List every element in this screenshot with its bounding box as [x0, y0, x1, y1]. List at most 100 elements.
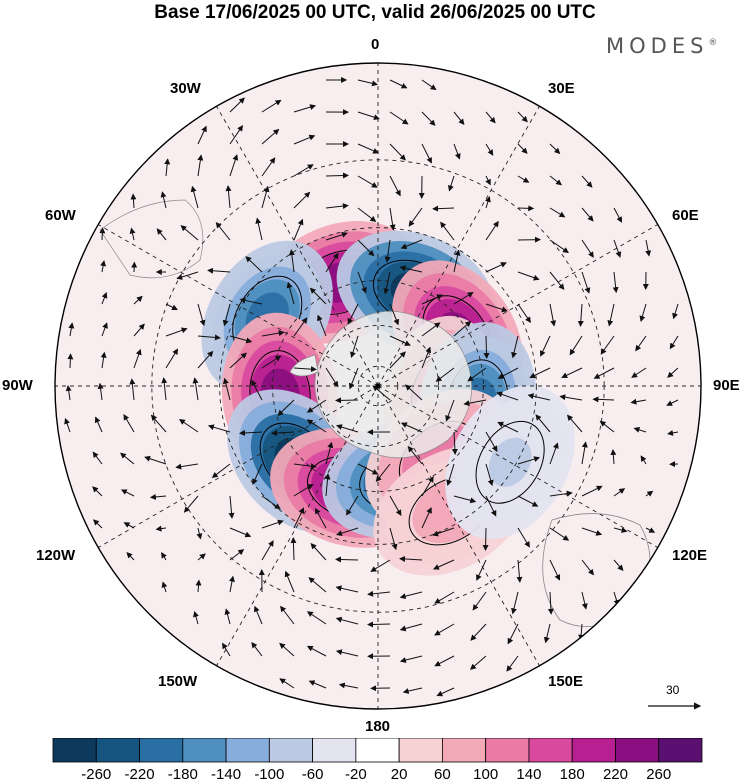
wind-vector-arrow: [271, 430, 295, 436]
wind-vector-arrow: [150, 414, 167, 433]
wind-vector-arrow: [434, 623, 455, 636]
wind-vector-arrow: [346, 495, 359, 516]
wind-vector-arrow: [222, 303, 231, 327]
wind-vector-arrow: [485, 111, 496, 124]
wind-vector-arrow: [612, 271, 619, 294]
wind-vector-arrow: [485, 431, 498, 452]
wind-vector-arrow: [126, 552, 135, 561]
wind-vector-arrow: [540, 335, 551, 357]
wind-vector-arrow: [645, 239, 652, 257]
wind-vector-arrow: [421, 143, 432, 164]
wind-vector-arrow: [613, 488, 626, 497]
wind-vector-arrow: [222, 642, 231, 657]
wind-vector-arrow: [165, 303, 178, 310]
wind-vector-arrow: [229, 549, 245, 561]
wind-vector-arrow: [485, 195, 491, 209]
wind-vector-arrow: [399, 655, 423, 663]
wind-vector-arrow: [482, 527, 489, 551]
wind-vector-arrow: [325, 172, 349, 179]
wind-vector-arrow: [389, 335, 411, 346]
reference-vector-label: 30: [666, 683, 680, 697]
wind-vector-arrow: [261, 495, 281, 510]
wind-vector-arrow: [549, 239, 569, 254]
wind-vector-arrow: [613, 239, 622, 258]
wind-vector-arrow: [453, 495, 477, 504]
wind-vector-arrow: [645, 490, 654, 497]
wind-vector-arrow: [400, 239, 423, 250]
lon-label-90w: 90W: [2, 377, 33, 394]
colorbar-cell: [658, 738, 703, 763]
wind-vector-arrow: [517, 456, 541, 465]
brand-logo: MODES®: [606, 34, 717, 58]
wind-vector-arrow: [549, 143, 561, 155]
wind-vector-arrow: [197, 154, 204, 177]
wind-vector-arrow: [123, 522, 135, 529]
wind-vector-arrow: [160, 191, 167, 209]
wind-vector-arrow: [432, 527, 455, 537]
colorbar-cell: [441, 738, 487, 763]
wind-vector-arrow: [225, 185, 232, 209]
longitude-line: [216, 385, 379, 666]
wind-vector-arrow: [120, 452, 135, 465]
lon-label-120w: 120W: [36, 547, 76, 564]
wind-vector-arrow: [370, 559, 391, 572]
wind-vector-arrow: [347, 303, 359, 325]
wind-vector-arrow: [600, 335, 615, 355]
wind-vector-arrow: [252, 463, 263, 485]
wind-vector-arrow: [197, 553, 206, 561]
wind-vector-arrow: [317, 314, 327, 337]
wind-vector-arrow: [357, 175, 378, 188]
wind-vector-arrow: [222, 377, 231, 401]
colorbar-cell: [52, 738, 97, 763]
wind-vector-arrow: [350, 335, 359, 358]
colorbar-cell: [312, 738, 357, 763]
wind-vector-arrow: [309, 287, 327, 305]
wind-vector-arrow: [402, 687, 423, 694]
wind-vector-arrow: [635, 335, 647, 352]
longitude-line: [98, 385, 379, 548]
wind-vector-arrow: [197, 125, 207, 145]
wind-vector-arrow: [229, 527, 252, 538]
wind-vector-arrow: [389, 143, 406, 161]
wind-vector-arrow: [599, 420, 615, 433]
wind-vector-arrow: [357, 463, 379, 475]
wind-vector-arrow: [261, 157, 276, 177]
wind-vector-arrow: [211, 463, 231, 479]
wind-vector-arrow: [261, 99, 282, 113]
wind-vector-arrow: [229, 125, 244, 145]
wind-vector-arrow: [549, 303, 557, 327]
wind-vector-arrow: [485, 143, 494, 156]
wind-vector-arrow: [324, 473, 331, 497]
wind-vector-arrow: [613, 559, 624, 571]
wind-vector-arrow: [485, 220, 499, 241]
wind-vector-arrow: [399, 623, 423, 632]
wind-vector-arrow: [389, 495, 402, 516]
wind-vector-arrow: [229, 335, 253, 344]
wind-vector-arrow: [165, 327, 188, 337]
wind-vector-arrow: [610, 448, 617, 465]
wind-vector-arrow: [306, 645, 327, 657]
brand-registered-mark: ®: [708, 38, 718, 48]
wind-vector-arrow: [92, 486, 103, 497]
wind-vector-arrow: [197, 303, 206, 327]
wind-vector-arrow: [446, 463, 455, 487]
wind-vector-arrow: [421, 476, 434, 497]
wind-vector-arrow: [245, 256, 263, 273]
wind-vector-arrow: [229, 97, 245, 113]
wind-vector-arrow: [156, 228, 167, 241]
wind-vector-arrow: [472, 591, 487, 611]
wind-vector-arrow: [207, 424, 231, 433]
lon-label-30e: 30E: [548, 80, 575, 97]
wind-vector-arrow: [667, 367, 679, 378]
wind-vector-arrow: [196, 527, 203, 540]
wind-vector-arrow: [190, 185, 199, 209]
wind-vector-arrow: [543, 623, 551, 644]
wind-vector-arrow: [193, 610, 199, 625]
wind-vector-arrow: [101, 292, 108, 305]
colorbar-tick-label: 20: [390, 766, 408, 783]
colorbar-cell: [571, 738, 616, 763]
wind-vector-arrow: [421, 111, 436, 126]
wind-vector-arrow: [325, 252, 339, 273]
wind-vector-arrow: [67, 353, 74, 369]
